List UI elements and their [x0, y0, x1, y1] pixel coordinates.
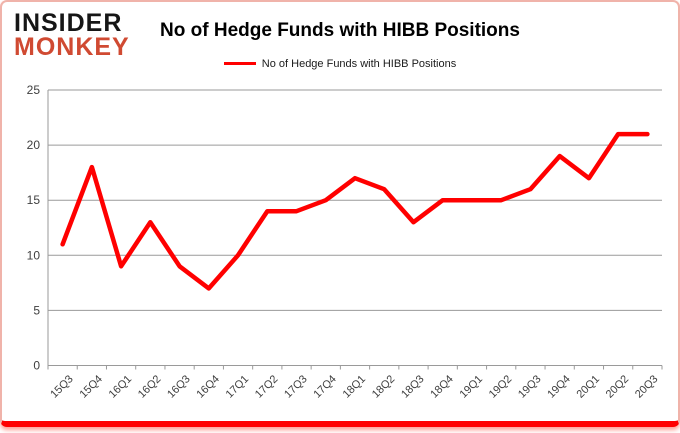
x-tick-label: 18Q1 [341, 373, 369, 401]
logo-text-insider: INSIDER [14, 9, 123, 37]
x-tick-label: 15Q3 [48, 373, 76, 401]
x-tick-label: 16Q3 [165, 373, 193, 401]
legend-label: No of Hedge Funds with HIBB Positions [261, 58, 457, 71]
x-tick-label: 20Q1 [575, 373, 603, 401]
x-tick-label: 19Q2 [487, 373, 515, 401]
y-tick-label: 5 [33, 303, 40, 317]
x-tick-label: 15Q4 [77, 373, 105, 401]
x-tick-label: 18Q3 [399, 373, 427, 401]
y-tick-label: 10 [27, 248, 41, 262]
y-tick-label: 15 [27, 193, 41, 207]
logo-text-monkey: MONKEY [14, 33, 130, 61]
x-tick-label: 16Q4 [194, 373, 222, 401]
x-tick-label: 17Q2 [253, 373, 281, 401]
y-tick-label: 0 [33, 359, 40, 373]
insider-monkey-logo: INSIDER MONKEY [14, 9, 130, 61]
x-tick-label: 19Q3 [516, 373, 544, 401]
series-line [60, 131, 650, 291]
y-tick-label: 20 [27, 138, 41, 152]
x-tick-label: 17Q1 [224, 373, 252, 401]
y-tick-label: 25 [27, 83, 41, 97]
x-tick-label: 20Q3 [633, 373, 661, 401]
x-tick-label: 18Q4 [428, 373, 456, 401]
legend: No of Hedge Funds with HIBB Positions [2, 58, 678, 70]
x-tick-label: 18Q2 [370, 373, 398, 401]
x-tick-label: 16Q2 [136, 373, 164, 401]
x-tick-label: 20Q2 [604, 373, 632, 401]
x-tick-label: 17Q3 [282, 373, 310, 401]
x-tick-label: 19Q4 [545, 373, 573, 401]
x-tick-label: 17Q4 [311, 373, 339, 401]
legend-line-swatch [223, 61, 256, 65]
x-tick-label: 19Q1 [458, 373, 486, 401]
chart-title: No of Hedge Funds with HIBB Positions [160, 20, 520, 41]
x-tick-label: 16Q1 [107, 373, 135, 401]
